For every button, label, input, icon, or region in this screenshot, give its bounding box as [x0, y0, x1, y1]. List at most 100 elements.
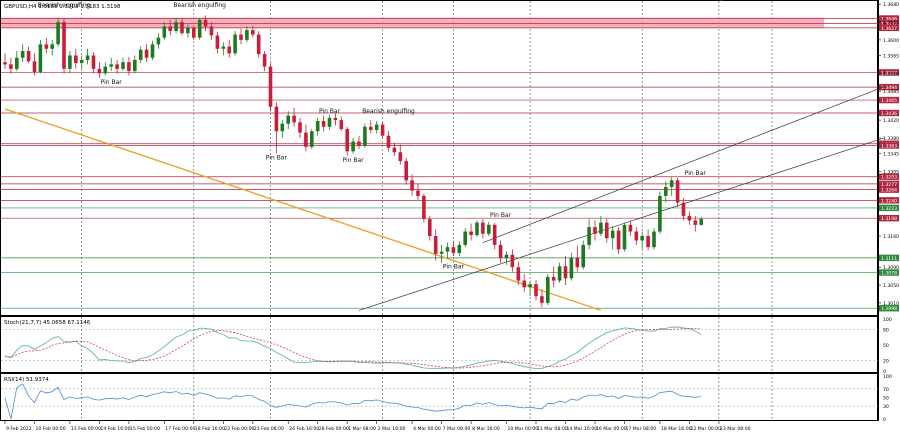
- candle-body[interactable]: [310, 131, 314, 147]
- candle-body[interactable]: [174, 22, 178, 31]
- candle-body[interactable]: [138, 49, 143, 60]
- candle-body[interactable]: [62, 22, 66, 69]
- channel-upper-line[interactable]: [482, 86, 885, 244]
- candle-body[interactable]: [528, 284, 532, 288]
- candle-body[interactable]: [522, 280, 526, 288]
- candle-body[interactable]: [26, 51, 31, 62]
- candle-body[interactable]: [369, 126, 373, 130]
- candle-body[interactable]: [227, 46, 231, 54]
- candle-body[interactable]: [103, 66, 108, 74]
- candle-body[interactable]: [386, 135, 391, 148]
- candle-body[interactable]: [97, 68, 102, 74]
- candle-body[interactable]: [215, 35, 220, 49]
- candle-body[interactable]: [121, 62, 125, 69]
- candle-body[interactable]: [162, 26, 167, 38]
- candle-body[interactable]: [687, 215, 692, 221]
- candle-body[interactable]: [239, 34, 243, 40]
- candle-body[interactable]: [68, 55, 72, 69]
- candle-body[interactable]: [433, 236, 438, 254]
- candle-body[interactable]: [3, 62, 7, 65]
- candle-body[interactable]: [540, 296, 544, 303]
- candle-body[interactable]: [428, 219, 432, 236]
- candle-body[interactable]: [681, 202, 686, 216]
- stochastic-panel[interactable]: [0, 316, 878, 373]
- candle-body[interactable]: [622, 224, 627, 250]
- candle-body[interactable]: [410, 180, 414, 191]
- candle-body[interactable]: [593, 227, 597, 234]
- candle-body[interactable]: [492, 224, 497, 245]
- candlesticks[interactable]: [3, 15, 703, 308]
- candle-body[interactable]: [9, 64, 13, 69]
- candle-body[interactable]: [422, 195, 426, 220]
- candle-body[interactable]: [292, 115, 296, 123]
- candle-body[interactable]: [20, 51, 25, 58]
- collapse-icon[interactable]: ⌃: [719, 0, 724, 6]
- candle-body[interactable]: [463, 231, 467, 245]
- candle-body[interactable]: [298, 122, 302, 133]
- candle-body[interactable]: [304, 132, 308, 147]
- candle-body[interactable]: [669, 180, 674, 187]
- candle-body[interactable]: [339, 120, 344, 130]
- candle-body[interactable]: [315, 121, 320, 132]
- descending-trendline[interactable]: [4, 108, 602, 312]
- candle-body[interactable]: [256, 34, 261, 55]
- candle-body[interactable]: [357, 141, 361, 146]
- candle-body[interactable]: [85, 55, 90, 60]
- candle-body[interactable]: [616, 230, 621, 250]
- candle-body[interactable]: [251, 30, 255, 35]
- candle-body[interactable]: [50, 44, 54, 49]
- candle-body[interactable]: [504, 254, 509, 259]
- candle-body[interactable]: [457, 244, 462, 253]
- candle-body[interactable]: [475, 222, 479, 236]
- candle-body[interactable]: [664, 186, 668, 196]
- candle-body[interactable]: [274, 106, 279, 132]
- candle-body[interactable]: [628, 224, 633, 232]
- candle-body[interactable]: [245, 30, 249, 40]
- candle-body[interactable]: [333, 117, 338, 121]
- candle-body[interactable]: [197, 19, 202, 38]
- candle-body[interactable]: [581, 244, 585, 268]
- candle-body[interactable]: [115, 64, 119, 69]
- candle-body[interactable]: [79, 59, 84, 64]
- trendlines[interactable]: [4, 86, 885, 312]
- candle-body[interactable]: [74, 55, 78, 64]
- candle-body[interactable]: [546, 277, 550, 303]
- candle-body[interactable]: [699, 219, 703, 225]
- candle-body[interactable]: [286, 115, 290, 124]
- candle-body[interactable]: [262, 54, 267, 67]
- candle-body[interactable]: [487, 224, 491, 234]
- candle-body[interactable]: [481, 222, 485, 234]
- candle-body[interactable]: [127, 62, 131, 72]
- candle-body[interactable]: [91, 55, 96, 69]
- candle-body[interactable]: [380, 124, 385, 136]
- candle-body[interactable]: [498, 244, 503, 259]
- candle-body[interactable]: [15, 57, 19, 69]
- candle-body[interactable]: [280, 123, 285, 132]
- candle-body[interactable]: [363, 126, 367, 146]
- candle-body[interactable]: [510, 254, 515, 268]
- candle-body[interactable]: [439, 251, 444, 254]
- candle-body[interactable]: [44, 44, 49, 49]
- candle-body[interactable]: [634, 231, 639, 241]
- candle-body[interactable]: [221, 46, 226, 49]
- candle-body[interactable]: [133, 59, 137, 72]
- candle-body[interactable]: [587, 227, 591, 245]
- candle-body[interactable]: [38, 44, 43, 72]
- candle-body[interactable]: [109, 64, 113, 67]
- candle-body[interactable]: [209, 26, 214, 36]
- candle-body[interactable]: [469, 231, 473, 236]
- candle-body[interactable]: [451, 247, 456, 253]
- main-price-panel[interactable]: [0, 0, 878, 316]
- candle-body[interactable]: [345, 129, 349, 152]
- candle-body[interactable]: [398, 152, 403, 162]
- candle-body[interactable]: [534, 284, 538, 297]
- candle-body[interactable]: [233, 34, 237, 54]
- candle-body[interactable]: [516, 267, 521, 281]
- candle-body[interactable]: [168, 26, 172, 31]
- candle-body[interactable]: [416, 190, 420, 196]
- candle-body[interactable]: [445, 247, 450, 252]
- candle-body[interactable]: [563, 266, 568, 279]
- candle-body[interactable]: [32, 61, 37, 72]
- candle-body[interactable]: [658, 195, 662, 232]
